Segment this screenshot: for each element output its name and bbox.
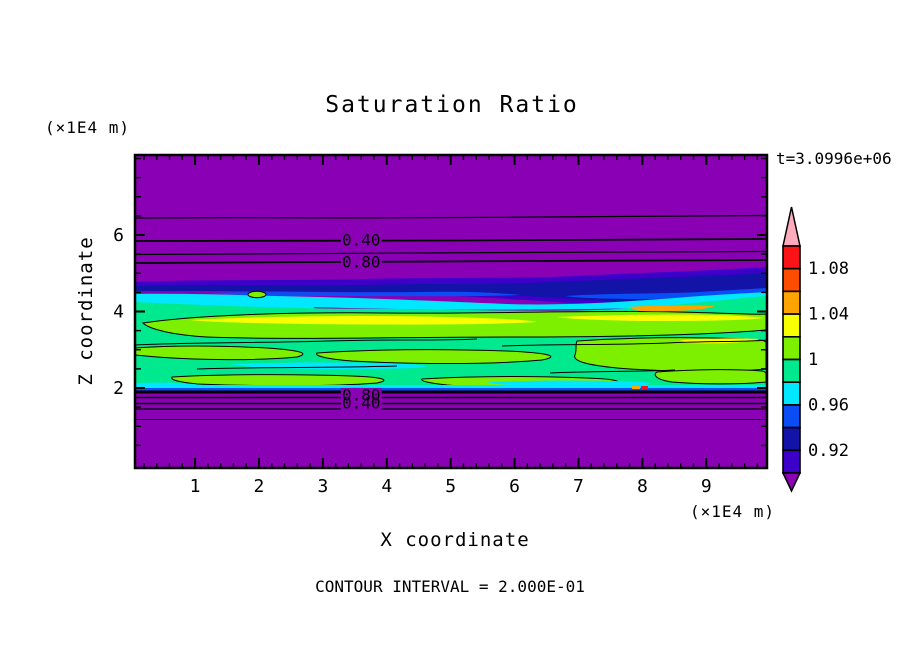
band-blue-left (210, 291, 520, 297)
contour-line-0.2-top (135, 214, 767, 219)
timestamp: t=3.0996e+06 (776, 149, 892, 168)
blob-chartreuse-mid-center (316, 349, 552, 364)
contour-line-thick-bottom (135, 390, 767, 394)
x-tick-label: 6 (509, 476, 520, 497)
colorbar-segment (782, 313, 801, 338)
streak-yellow-right (557, 314, 764, 321)
z-tick-label: 4 (113, 302, 124, 323)
streak-orange (627, 305, 715, 312)
colorbar-segment (782, 290, 801, 315)
blob-chartreuse-island (247, 290, 267, 299)
colorbar-segment (782, 267, 801, 293)
contour-label: 0.40 (342, 230, 381, 249)
colorbar: 1.08 1.04 1 0.96 0.92 (781, 206, 849, 493)
x-tick-label: 1 (190, 476, 201, 497)
colorbar-under-arrow (781, 472, 802, 493)
z-tick-label: 6 (113, 225, 124, 246)
x-tick-label: 7 (573, 476, 584, 497)
contour-line-0.4-top (135, 238, 767, 242)
streak-yellow-left (190, 316, 537, 325)
chart-title: Saturation Ratio (325, 92, 579, 118)
speck-red (641, 386, 648, 389)
contour-label: 0.40 (342, 393, 381, 412)
z-tick-label: 2 (113, 378, 124, 399)
speck-orange (632, 386, 640, 389)
streak-cyan-bottom (135, 385, 767, 388)
colorbar-segment (782, 245, 801, 270)
contour-line-0.6-top (135, 250, 767, 256)
contour-label: 0.80 (342, 253, 381, 272)
colorbar-over-arrow (782, 206, 801, 247)
x-axis-label: X coordinate (380, 529, 529, 551)
colorbar-segment (782, 335, 801, 361)
colorbar-segment (782, 358, 801, 384)
blob-chartreuse-low-left (171, 374, 385, 387)
colorbar-label: 1 (808, 350, 818, 370)
streak-blue-bottom (135, 388, 767, 391)
x-axis-units: (×1E4 m) (690, 502, 775, 521)
x-tick-label: 5 (445, 476, 456, 497)
x-tick-label: 9 (701, 476, 712, 497)
colorbar-segment (782, 449, 801, 474)
contour-label-mask (340, 255, 382, 270)
axis-ticks (135, 155, 767, 468)
axis-tick-labels: 1 2 3 4 5 6 7 8 9 2 4 6 (113, 225, 712, 497)
colorbar-label: 1.04 (808, 305, 849, 325)
x-tick-label: 2 (254, 476, 265, 497)
colorbar-label: 1.08 (808, 259, 849, 279)
colorbar-label: 0.96 (808, 395, 849, 415)
colorbar-label: 0.92 (808, 441, 849, 461)
contour-label-mask (340, 395, 382, 410)
contour-label: 0.80 (342, 385, 381, 404)
x-tick-label: 3 (317, 476, 328, 497)
contour-interval-label: CONTOUR INTERVAL = 2.000E-01 (315, 577, 585, 596)
blob-chartreuse-low-right (654, 369, 767, 385)
plot-area (135, 155, 767, 468)
z-axis-label: Z coordinate (75, 236, 97, 385)
contour-line-0.8-top (135, 259, 767, 264)
contour-labels: 0.400.800.800.40 (340, 230, 382, 412)
colorbar-segment (782, 404, 801, 429)
x-tick-label: 4 (381, 476, 392, 497)
blob-chartreuse-mid-left (135, 345, 304, 361)
contour-label-mask (340, 232, 382, 247)
colorbar-segment (782, 426, 801, 452)
colorbar-segment (782, 381, 801, 406)
z-axis-units: (×1E4 m) (45, 118, 130, 137)
x-tick-label: 8 (637, 476, 648, 497)
patch-cyan-2 (487, 380, 651, 387)
